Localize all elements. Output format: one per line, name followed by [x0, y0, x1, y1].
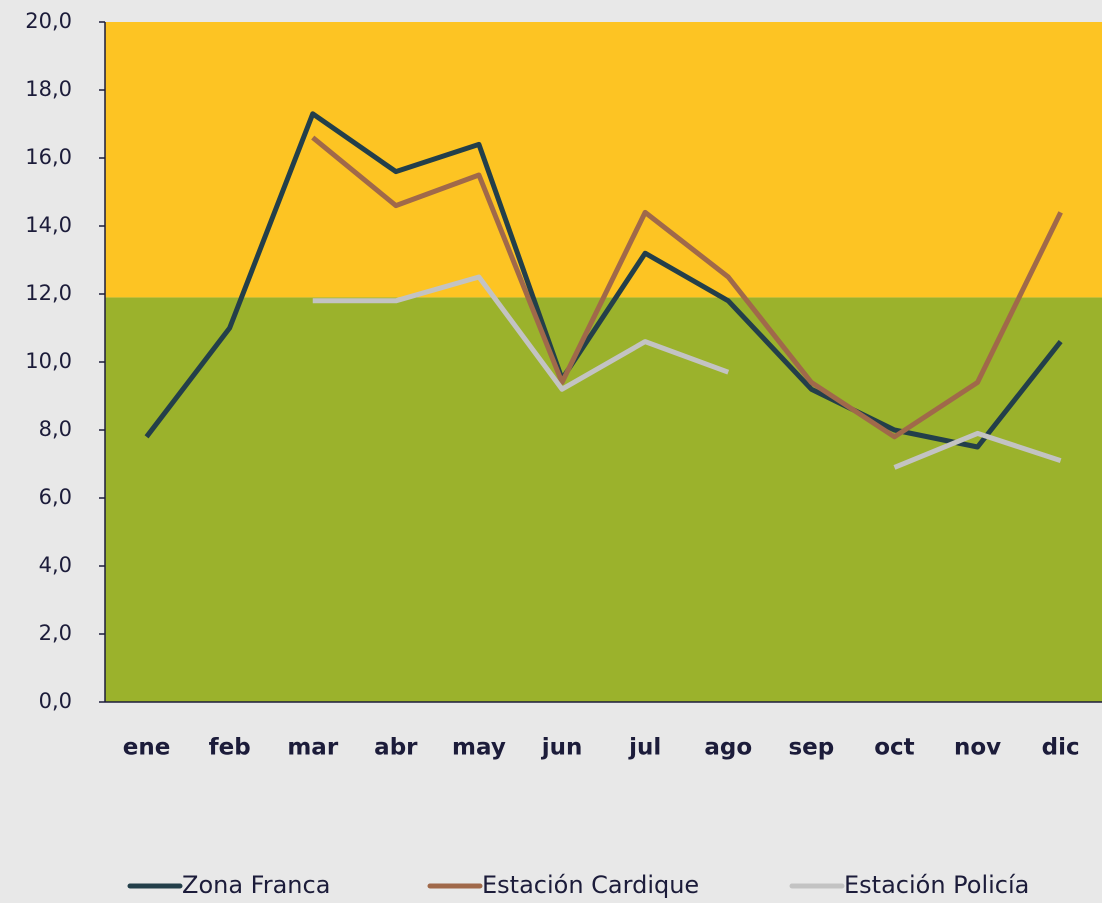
y-tick-label: 4,0	[39, 553, 72, 577]
x-tick-label: ago	[704, 735, 752, 761]
x-tick-label: mar	[287, 735, 338, 761]
y-tick-label: 6,0	[39, 485, 72, 509]
series-line	[311, 135, 1063, 440]
x-tick-label: feb	[209, 735, 251, 761]
y-tick-label: 14,0	[25, 213, 72, 237]
y-tick-label: 10,0	[25, 349, 72, 373]
threshold-band	[105, 22, 1102, 298]
y-tick-label: 12,0	[25, 281, 72, 305]
series-line	[144, 111, 1063, 450]
y-tick-label: 16,0	[25, 145, 72, 169]
threshold-band	[105, 297, 1102, 702]
x-tick-label: abr	[374, 735, 418, 761]
x-tick-label: sep	[788, 735, 834, 761]
series-line	[312, 274, 1062, 470]
x-tick-label: ene	[123, 735, 171, 761]
y-tick-label: 2,0	[39, 621, 72, 645]
y-tick-label: 18,0	[25, 77, 72, 101]
y-tick-label: 0,0	[39, 689, 72, 713]
x-tick-label: nov	[954, 735, 1001, 761]
y-tick-label: 20,0	[25, 9, 72, 33]
legend-label: Estación Cardique	[482, 871, 699, 899]
x-tick-label: dic	[1042, 735, 1080, 761]
legend-label: Estación Policía	[844, 871, 1029, 899]
x-tick-label: jul	[628, 735, 661, 761]
x-tick-label: jun	[541, 735, 583, 761]
legend-label: Zona Franca	[182, 871, 330, 899]
x-tick-label: may	[452, 735, 506, 761]
x-tick-label: oct	[874, 735, 914, 761]
y-tick-label: 8,0	[39, 417, 72, 441]
